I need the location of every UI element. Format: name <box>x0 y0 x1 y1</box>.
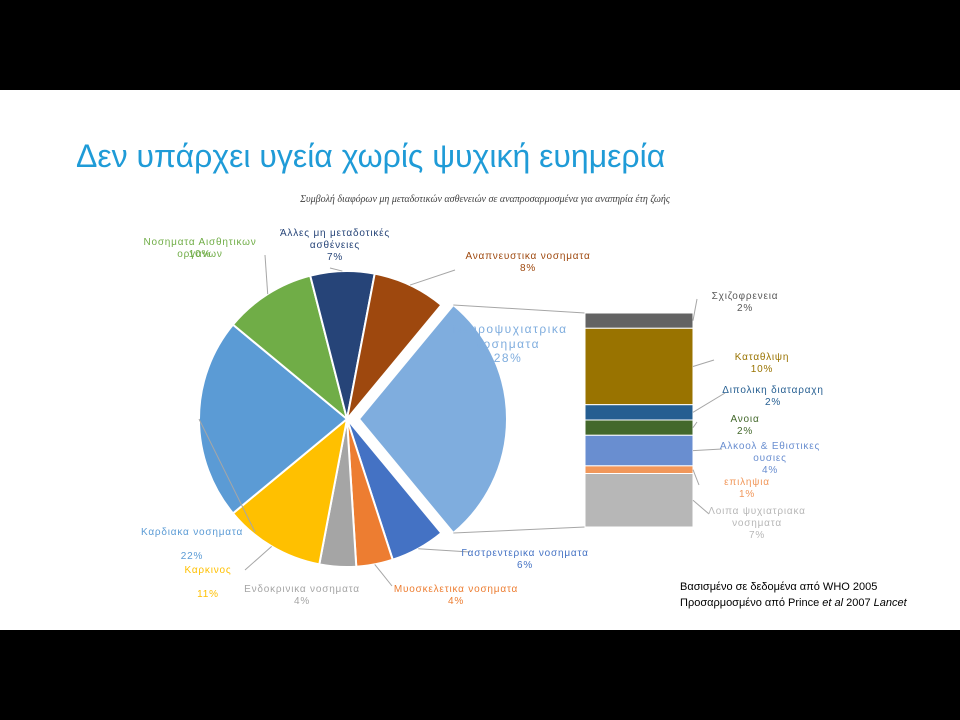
bar-segment <box>584 404 694 421</box>
bar-value-label: 1% <box>738 489 756 500</box>
slide-title: Δεν υπάρχει υγεία χωρίς ψυχική ευημερία <box>76 138 666 174</box>
leader-line <box>244 546 272 571</box>
pie-value-label: 10% <box>188 249 212 260</box>
bar-segment <box>584 312 694 329</box>
leader-line <box>692 469 700 486</box>
pie-value-label: 28% <box>493 351 523 365</box>
note: Προσαρμοσμένο από Prince et al 2007 Lanc… <box>680 597 907 609</box>
bar-segment <box>584 327 694 406</box>
leader-line <box>692 392 726 413</box>
leader-line <box>264 254 269 295</box>
leader-line <box>409 269 456 286</box>
pie-label: Άλλες μη μεταδοτικές ασθένειες <box>279 228 391 251</box>
note-part: Lancet <box>873 597 907 609</box>
pie-value-label: 6% <box>516 560 534 571</box>
pie-slice <box>231 416 349 566</box>
chart-subtitle: Συμβολή διαφόρων μη μεταδοτικών ασθενειώ… <box>300 194 670 205</box>
bar-value-label: 10% <box>750 364 774 375</box>
leader-line <box>374 564 393 587</box>
pie-slice <box>357 303 508 535</box>
pie-value-label: 7% <box>326 252 344 263</box>
pie-label: Αναπνευστικα νοσηματα <box>465 251 591 262</box>
bar-segment <box>584 473 694 528</box>
bar-label: Ανοια <box>730 414 760 425</box>
note-part: Προσαρμοσμένο από Prince <box>680 597 823 609</box>
bar-label: Καταθλιψη <box>734 352 790 363</box>
leader-line <box>692 499 710 515</box>
leader-line <box>692 421 698 428</box>
pie-value-label: 22% <box>180 551 204 562</box>
bar-value-label: 2% <box>736 426 754 437</box>
bar-value-label: 2% <box>764 397 782 408</box>
connector-line <box>453 304 586 314</box>
leader-line <box>692 448 723 452</box>
leader-line <box>692 298 698 321</box>
note-part: 2007 <box>843 597 874 609</box>
bar-label: Αλκοολ & Εθιστικες ουσιες <box>719 441 821 464</box>
bar-value-label: 7% <box>748 530 766 541</box>
pie-value-label: 11% <box>197 589 219 600</box>
bar-value-label: 4% <box>761 465 779 476</box>
bar-segment <box>584 434 694 467</box>
pie-label: Καρκινος <box>184 565 232 576</box>
pie-value-label: 8% <box>519 263 537 274</box>
leader-line <box>198 418 256 533</box>
bar-label: επιληψια <box>724 477 770 488</box>
note-part: et al <box>822 597 844 609</box>
bar-label: Διπολικη διαταραχη <box>722 385 824 396</box>
bar-label: Λοιπα ψυχιατριακα νοσηματα <box>708 506 806 529</box>
leader-line <box>692 359 715 367</box>
leader-line <box>329 267 343 272</box>
leader-line <box>418 548 471 553</box>
pie-value-label: 4% <box>293 596 311 607</box>
pie-label: Γαστρεντερικα νοσηματα <box>461 548 589 559</box>
note: Βασισμένο σε δεδομένα από WHO 2005 <box>680 581 878 593</box>
pie-label: Νοσηματα Αισθητικων οργανων <box>143 237 257 260</box>
pie-label: Ενδοκρινικα νοσηματα <box>244 584 360 595</box>
pie-value-label: 4% <box>447 596 465 607</box>
pie-label: Καρδιακα νοσηματα <box>140 527 244 538</box>
bar-segment <box>584 465 694 475</box>
bar-segment <box>584 419 694 436</box>
bar-label: Σχιζοφρενεια <box>711 291 779 302</box>
connector-line <box>453 526 586 534</box>
bar-value-label: 2% <box>736 303 754 314</box>
pie-label: Νευροψυχιατρικα νοσηματα <box>453 322 568 351</box>
pie-label: Μυοσκελετικα νοσηματα <box>393 584 519 595</box>
